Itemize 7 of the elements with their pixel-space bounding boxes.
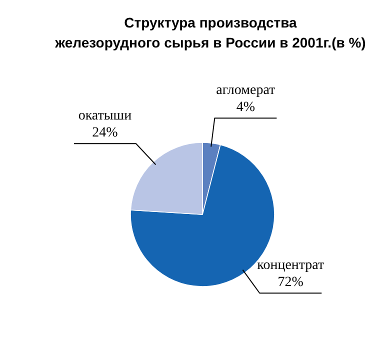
chart-title: Структура производства железорудного сырья в России в 2001г.(в %)	[54, 14, 366, 50]
slice-label: окатыши	[78, 108, 132, 124]
slice-label: концентрат	[257, 258, 324, 274]
data-label: 4%	[236, 100, 256, 116]
slice-label: агломерат	[216, 83, 276, 98]
data-label: 24%	[92, 126, 118, 141]
data-label: 72%	[278, 275, 304, 290]
